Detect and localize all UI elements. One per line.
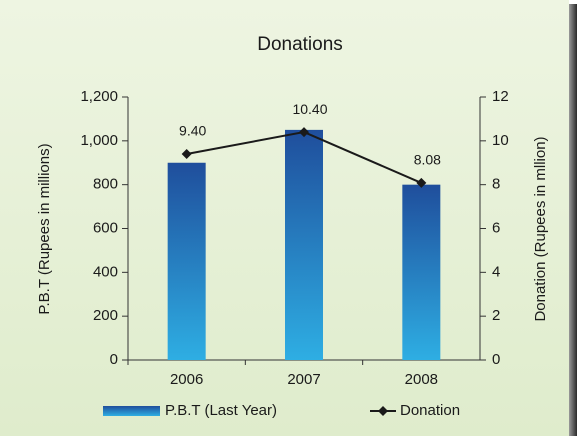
- marker: [299, 127, 309, 138]
- x-tick-label: 2008: [405, 371, 438, 388]
- legend-swatch: [103, 406, 160, 416]
- legend-label: P.B.T (Last Year): [165, 402, 277, 419]
- y2-tick-label: 6: [492, 219, 500, 236]
- bar: [402, 184, 441, 360]
- marker: [181, 148, 192, 159]
- x-tick-label: 2007: [287, 371, 320, 388]
- x-tick-label: 2006: [170, 371, 203, 388]
- data-label: 10.40: [292, 101, 327, 117]
- y2-axis-label: Donation (Rupees in mllion): [532, 136, 549, 321]
- y-tick-label: 600: [93, 219, 118, 236]
- chart-title: Donations: [257, 34, 343, 55]
- y-tick-label: 800: [93, 176, 118, 193]
- y2-tick-label: 0: [492, 351, 500, 368]
- y-axis-label: P.B.T (Rupees in millions): [36, 143, 53, 314]
- y-tick-label: 200: [93, 307, 118, 324]
- y2-tick-label: 12: [492, 88, 509, 105]
- legend-marker: [378, 406, 388, 416]
- data-label: 8.08: [414, 152, 441, 168]
- legend-label: Donation: [400, 402, 460, 419]
- y2-tick-label: 2: [492, 307, 500, 324]
- y2-tick-label: 4: [492, 263, 500, 280]
- marker: [416, 177, 427, 188]
- data-label: 9.40: [179, 123, 206, 139]
- y-tick-label: 1,000: [80, 132, 118, 149]
- y2-tick-label: 8: [492, 176, 500, 193]
- y-tick-label: 0: [110, 351, 118, 368]
- y-tick-label: 400: [93, 263, 118, 280]
- shadow: [569, 4, 577, 436]
- y2-tick-label: 10: [492, 132, 509, 149]
- y-tick-label: 1,200: [80, 88, 118, 105]
- bar: [167, 162, 206, 360]
- bar: [285, 129, 323, 360]
